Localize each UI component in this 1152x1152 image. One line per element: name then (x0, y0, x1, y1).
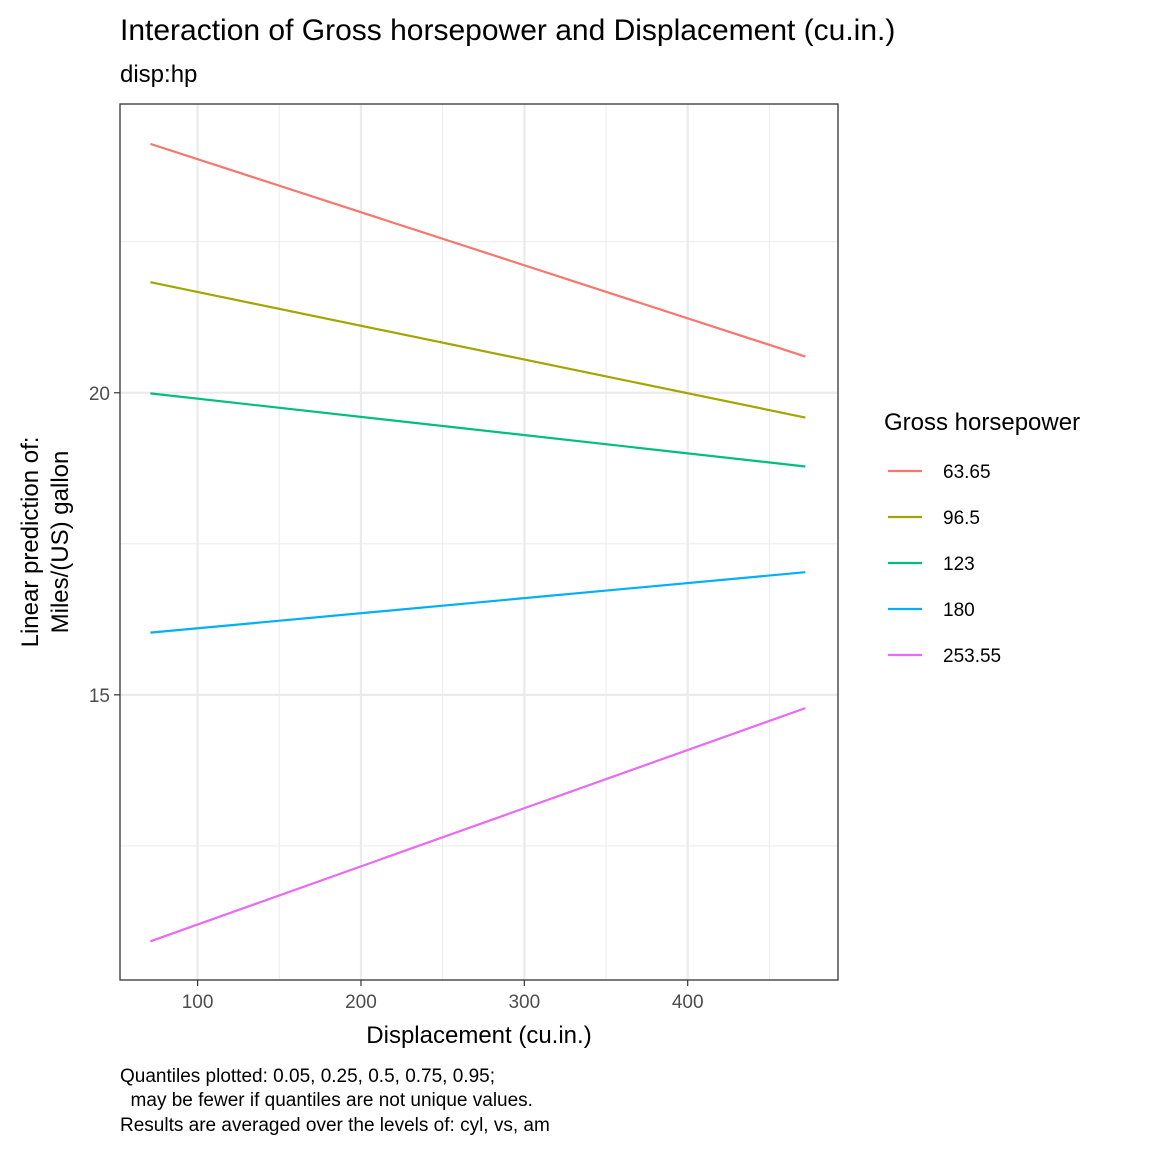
x-tick-label: 200 (345, 992, 377, 1013)
y-tick-label: 15 (89, 686, 110, 707)
x-tick-label: 100 (182, 992, 214, 1013)
y-axis-title-line-2: Miles/(US) gallon (47, 451, 74, 634)
y-axis-title-line-1: Linear prediction of: (17, 437, 44, 648)
x-tick-label: 300 (508, 992, 540, 1013)
x-axis-title: Displacement (cu.in.) (366, 1022, 591, 1049)
legend-label: 96.5 (943, 508, 980, 529)
series-line-123 (150, 392, 806, 468)
series-line-253.55 (150, 707, 806, 943)
series-line-63.65 (150, 142, 806, 358)
legend-label: 123 (943, 554, 975, 575)
series-lines (150, 142, 806, 943)
caption-line-1: Quantiles plotted: 0.05, 0.25, 0.5, 0.75… (120, 1066, 495, 1087)
legend-title: Gross horsepower (884, 409, 1080, 436)
caption-line-2: may be fewer if quantiles are not unique… (120, 1090, 533, 1111)
legend-label: 180 (943, 600, 975, 621)
series-line-180 (150, 571, 806, 634)
series-line-96.5 (150, 281, 806, 419)
y-tick-label: 20 (89, 384, 110, 405)
legend-label: 63.65 (943, 462, 991, 483)
chart-subtitle: disp:hp (120, 61, 197, 88)
legend: 63.65 96.5 123 180 253.55 (888, 462, 1001, 667)
plot-panel (120, 104, 838, 980)
grid-major (120, 104, 838, 980)
legend-label: 253.55 (943, 646, 1001, 667)
plot-border (119, 103, 839, 981)
grid-minor (120, 104, 838, 980)
caption-line-3: Results are averaged over the levels of:… (120, 1115, 550, 1136)
x-axis: 100 200 300 400 (182, 980, 704, 1013)
chart-title: Interaction of Gross horsepower and Disp… (120, 14, 895, 47)
x-tick-label: 400 (672, 992, 704, 1013)
